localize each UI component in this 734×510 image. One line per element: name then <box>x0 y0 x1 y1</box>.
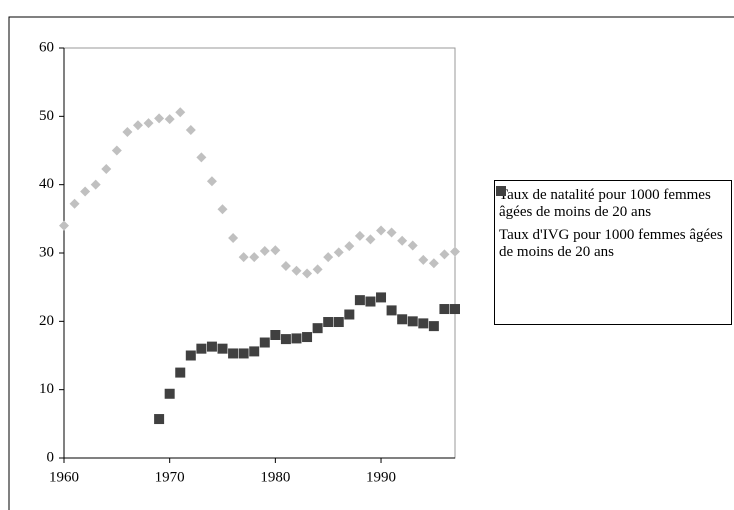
point <box>132 120 143 131</box>
point <box>59 220 69 231</box>
y-tick-label: 30 <box>39 244 54 260</box>
point <box>354 295 365 306</box>
point <box>386 227 397 238</box>
point <box>323 252 334 263</box>
point <box>228 348 239 359</box>
y-tick-label: 0 <box>47 449 55 465</box>
point <box>323 317 334 328</box>
y-tick-label: 60 <box>39 39 54 55</box>
point <box>259 245 270 256</box>
legend-label: Taux d'IVG pour 1000 femmes âgées de moi… <box>499 227 723 260</box>
point <box>450 304 460 315</box>
point <box>386 305 397 316</box>
x-tick-label: 1960 <box>49 469 79 485</box>
point <box>175 107 186 118</box>
point <box>376 225 387 236</box>
legend-marker <box>496 186 506 196</box>
point <box>428 321 439 332</box>
point <box>122 127 133 138</box>
point <box>312 264 323 275</box>
point <box>439 249 450 260</box>
point <box>333 247 344 258</box>
point <box>270 330 281 340</box>
point <box>291 265 302 276</box>
point <box>418 318 429 329</box>
point <box>365 234 376 245</box>
point <box>418 254 429 265</box>
y-tick-label: 50 <box>39 108 54 124</box>
point <box>344 309 355 320</box>
x-tick-label: 1990 <box>366 469 396 485</box>
point <box>439 304 450 315</box>
point <box>397 235 408 246</box>
point <box>196 152 207 163</box>
point <box>407 316 418 327</box>
x-tick-label: 1980 <box>260 469 290 485</box>
legend-entry: Taux d'IVG pour 1000 femmes âgées de moi… <box>496 186 729 261</box>
point <box>259 337 270 348</box>
point <box>217 343 228 354</box>
legend: Taux de natalité pour 1000 femmes âgées … <box>494 180 732 325</box>
y-tick-label: 10 <box>39 381 54 397</box>
point <box>291 333 302 344</box>
point <box>397 314 408 325</box>
point <box>270 245 281 256</box>
x-tick-label: 1970 <box>155 469 185 485</box>
point <box>90 179 101 190</box>
point <box>280 334 291 345</box>
point <box>280 260 291 271</box>
legend-symbol <box>496 186 506 196</box>
point <box>175 367 186 378</box>
point <box>249 346 260 357</box>
point <box>450 246 460 257</box>
point <box>354 230 365 241</box>
point <box>302 332 313 343</box>
point <box>228 232 239 243</box>
point <box>407 240 418 251</box>
point <box>428 258 439 269</box>
point <box>185 125 196 135</box>
y-tick-label: 20 <box>39 313 54 329</box>
point <box>238 252 249 263</box>
point <box>312 323 323 334</box>
legend-label: Taux de natalité pour 1000 femmes âgées … <box>499 187 711 220</box>
point <box>344 241 355 252</box>
point <box>80 186 91 197</box>
point <box>154 113 165 124</box>
chart-frame <box>8 16 734 510</box>
point <box>217 204 228 215</box>
point <box>302 268 313 279</box>
point <box>206 341 217 352</box>
point <box>238 348 249 359</box>
point <box>249 252 260 263</box>
point <box>164 388 175 399</box>
point <box>376 292 387 303</box>
point <box>206 176 217 187</box>
point <box>101 163 112 174</box>
point <box>196 343 207 354</box>
legend-entry: Taux de natalité pour 1000 femmes âgées … <box>496 186 729 221</box>
plot-area <box>63 47 456 459</box>
point <box>365 296 376 307</box>
point <box>111 145 122 156</box>
point <box>69 198 80 209</box>
point <box>333 317 344 328</box>
point <box>164 114 175 125</box>
y-tick-label: 40 <box>39 176 54 192</box>
point <box>185 350 196 361</box>
point <box>154 414 165 425</box>
point <box>143 118 154 129</box>
